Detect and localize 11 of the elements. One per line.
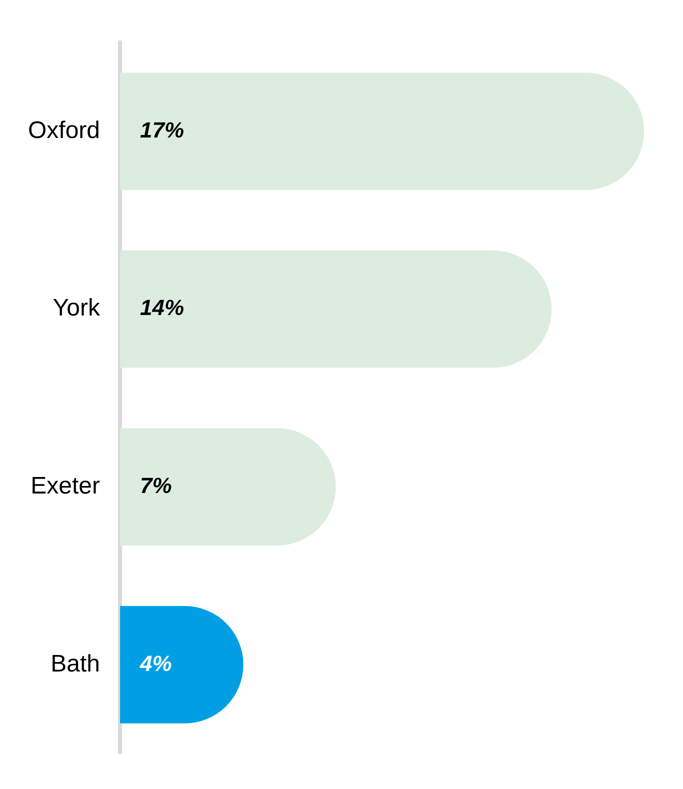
y-tick-label: York [52,294,102,322]
y-tick-label: Oxford [28,116,100,144]
data-label: 4% [139,650,172,676]
data-label: 17% [140,117,184,142]
y-tick-label: Exeter [30,472,100,500]
bar [120,250,552,368]
bar [120,428,336,546]
data-label: 14% [140,295,184,320]
bar [120,72,644,190]
data-label: 7% [140,472,172,498]
y-tick-label: Bath [50,650,100,678]
